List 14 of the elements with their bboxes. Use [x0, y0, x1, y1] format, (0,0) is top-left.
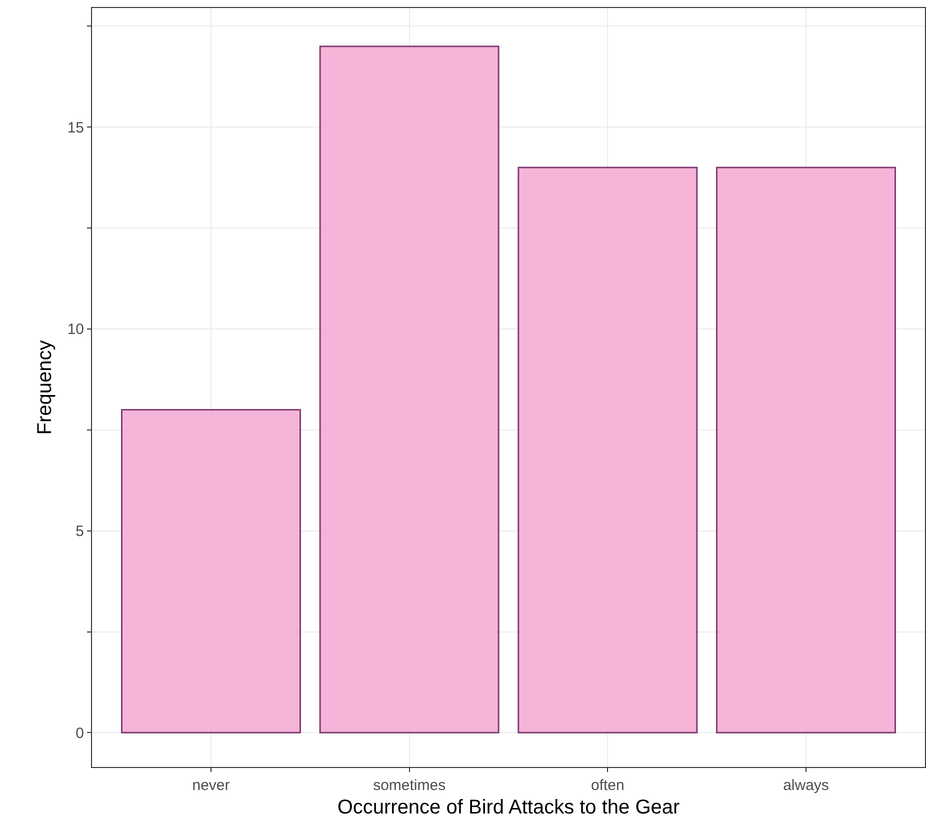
bar: [319, 46, 500, 734]
y-tick-label: 0: [76, 724, 84, 742]
x-axis-title: Occurrence of Bird Attacks to the Gear: [337, 796, 680, 818]
bar: [716, 166, 896, 734]
x-tick-label: often: [590, 777, 624, 794]
bar: [121, 408, 301, 734]
x-tick-label: sometimes: [373, 777, 446, 794]
x-tick-label: always: [783, 777, 829, 794]
y-tick-label: 5: [76, 523, 84, 540]
x-tick-label: never: [192, 777, 230, 794]
y-tick-label: 10: [67, 321, 84, 338]
y-tick-label: 15: [67, 119, 84, 136]
y-axis-title: Frequency: [34, 340, 56, 435]
bar: [518, 166, 698, 734]
